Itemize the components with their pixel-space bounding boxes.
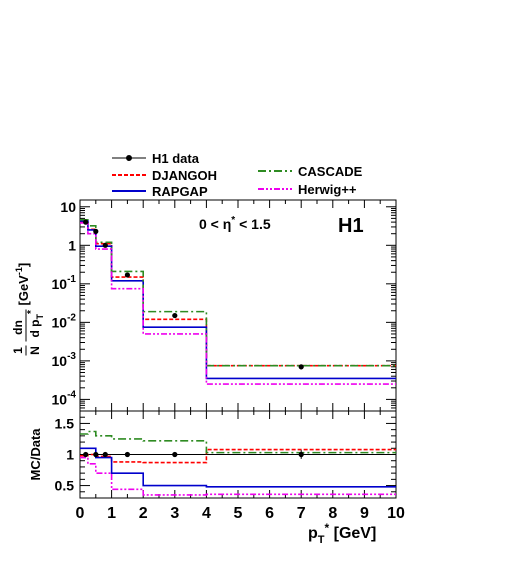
legend-entry-djangoh: DJANGOH: [112, 168, 217, 183]
legend-label: DJANGOH: [152, 168, 217, 183]
legend-entry-herwig: Herwig++: [258, 182, 357, 197]
data-point: [124, 272, 130, 278]
y-tick-label: 10-2: [52, 312, 77, 330]
data-point: [298, 364, 304, 370]
x-tick-label: 0: [76, 505, 85, 522]
x-tick-label: 10: [387, 505, 405, 522]
y-label-unit: [GeV-1]: [14, 263, 31, 306]
x-tick-label: 1: [107, 505, 116, 522]
data-point: [93, 451, 99, 458]
data-point: [124, 451, 130, 458]
series-herwig: [80, 222, 396, 385]
y-tick-label: 10-3: [52, 351, 77, 369]
x-tick-label: 2: [139, 505, 148, 522]
legend-marker: [126, 155, 132, 161]
x-tick-label: 4: [202, 505, 211, 522]
legend-entry-cascade: CASCADE: [258, 164, 363, 179]
data-point: [298, 451, 304, 458]
y-tick-label: 1: [68, 237, 76, 253]
x-tick-label: 5: [234, 505, 243, 522]
experiment-label: H1: [338, 215, 364, 237]
series-rapgap: [80, 220, 396, 380]
legend-label: H1 data: [152, 151, 200, 166]
data-point: [172, 312, 178, 319]
ratio-axis-label: MC/Data: [28, 428, 43, 481]
x-tick-label: 6: [265, 505, 274, 522]
ratio-panel: 0.5 1 1.5 0 1 2 3 4 5 6 7 8 9 10 MC/Data pT* [GeV]: [28, 410, 405, 546]
y-label-frac1-num: 1: [11, 347, 25, 354]
y-tick-label: 10-4: [52, 389, 77, 407]
x-tick-label: 9: [360, 505, 369, 522]
y-label-frac2-num: dn: [11, 320, 25, 335]
y-label-frac2-den: d pT*: [26, 310, 45, 338]
eta-range-label: 0 < η* < 1.5: [199, 215, 271, 232]
series-djangoh: [80, 221, 396, 367]
data-point: [102, 451, 108, 458]
series-rapgap: [80, 447, 396, 488]
y-tick-label: 10-1: [52, 274, 77, 292]
series-herwig: [80, 456, 396, 496]
y-label-frac1-den: N: [28, 346, 42, 355]
x-tick-label: 8: [328, 505, 337, 522]
x-tick-label: 7: [297, 505, 306, 522]
y-axis-label: 1 Ndn d pT* [GeV-1]: [11, 263, 45, 356]
legend-label: RAPGAP: [152, 184, 208, 199]
legend-label: CASCADE: [298, 164, 363, 179]
y-tick-label: 10: [60, 199, 76, 215]
series-cascade: [80, 430, 396, 454]
ratio-tick-label: 1.5: [55, 415, 75, 431]
data-point: [172, 451, 178, 458]
ratio-tick-label: 1: [66, 447, 74, 463]
legend-entry-rapgap: RAPGAP: [112, 184, 208, 199]
data-point: [93, 228, 99, 234]
data-point: [83, 219, 89, 225]
legend-label: Herwig++: [298, 182, 357, 197]
data-point: [83, 451, 89, 458]
x-tick-label: 3: [170, 505, 179, 522]
x-axis-label: pT* [GeV]: [308, 521, 376, 546]
ratio-tick-label: 0.5: [55, 478, 75, 494]
legend-entry-h1-data: H1 data: [112, 151, 200, 166]
data-point: [102, 242, 108, 248]
series-cascade: [80, 218, 396, 367]
